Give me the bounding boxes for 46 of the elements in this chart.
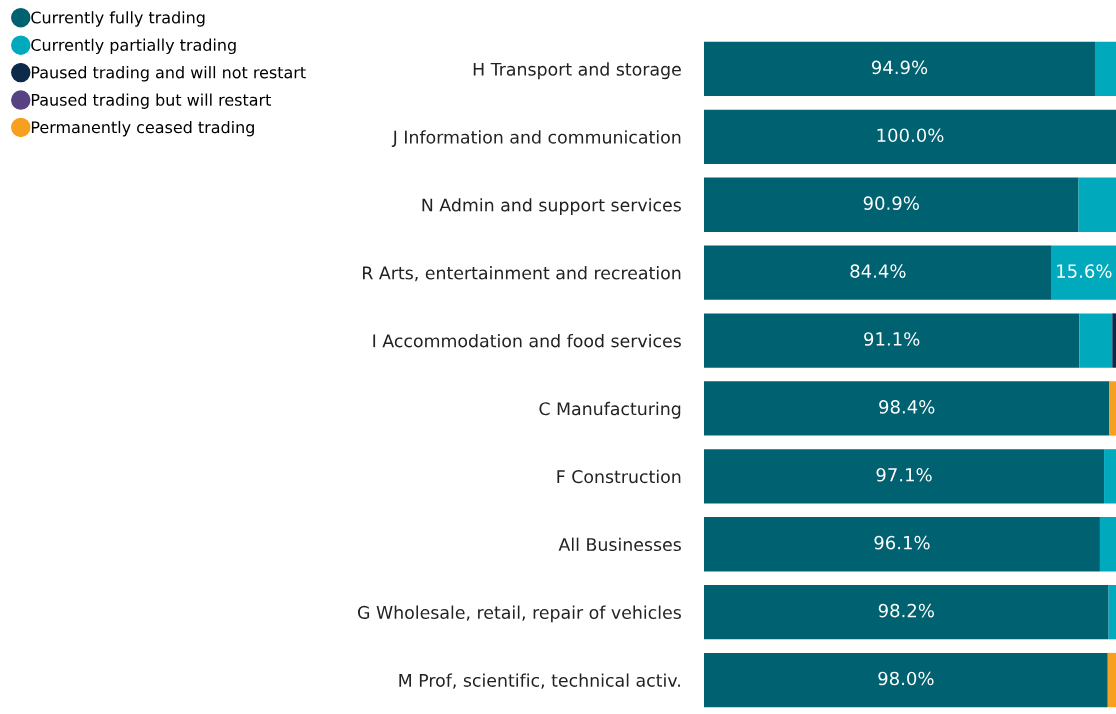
y-tick-label: All Businesses: [558, 537, 681, 552]
data-label: 100.0%: [877, 128, 944, 143]
legend-label: Currently partially trading: [31, 38, 236, 55]
data-label: 15.6%: [1057, 264, 1112, 278]
y-tick-label: R Arts, entertainment and recreation: [363, 266, 681, 282]
y-tick-label: J Information and communication: [391, 130, 681, 147]
bar: [704, 517, 1100, 572]
bar: [1108, 584, 1116, 640]
y-tick-label: N Admin and support services: [422, 198, 681, 215]
bar: [704, 109, 1116, 165]
data-label: 84.4%: [850, 264, 906, 278]
bar: [704, 449, 1105, 504]
bar: [1079, 313, 1113, 368]
bar: [704, 41, 1095, 97]
bar: [704, 177, 1079, 232]
bar: [1104, 449, 1116, 504]
bar: [1109, 381, 1116, 436]
data-label: 98.0%: [878, 671, 934, 686]
bar: [1112, 313, 1116, 368]
bar: [704, 652, 1108, 708]
bar: [704, 245, 1052, 300]
y-tick-label: H Transport and storage: [473, 62, 681, 80]
y-tick-label: C Manufacturing: [539, 401, 681, 419]
data-label: 90.9%: [863, 196, 919, 210]
bar: [704, 313, 1080, 368]
legend-label: Paused trading and will not restart: [31, 66, 306, 82]
legend-label: Currently fully trading: [31, 11, 205, 27]
y-tick-label: G Wholesale, retail, repair of vehicles: [358, 605, 681, 623]
bar: [704, 584, 1109, 640]
legend-label: Paused trading but will restart: [31, 93, 271, 109]
bar: [1099, 517, 1116, 572]
bar: [1078, 177, 1116, 232]
bar: [1051, 245, 1116, 300]
bar: [1107, 652, 1116, 708]
legend-label: Permanently ceased trading: [31, 120, 254, 137]
data-label: 98.2%: [878, 603, 934, 618]
y-tick-label: I Accommodation and food services: [373, 333, 681, 348]
y-tick-label: F Construction: [557, 469, 681, 484]
bar: [1094, 41, 1116, 97]
data-label: 94.9%: [871, 60, 928, 75]
data-label: 97.1%: [876, 467, 932, 482]
y-tick-label: M Prof, scientific, technical activ.: [399, 673, 680, 689]
data-label: 96.1%: [874, 535, 930, 550]
bar: [704, 381, 1110, 436]
data-label: 98.4%: [879, 400, 935, 414]
data-label: 91.1%: [864, 332, 920, 346]
